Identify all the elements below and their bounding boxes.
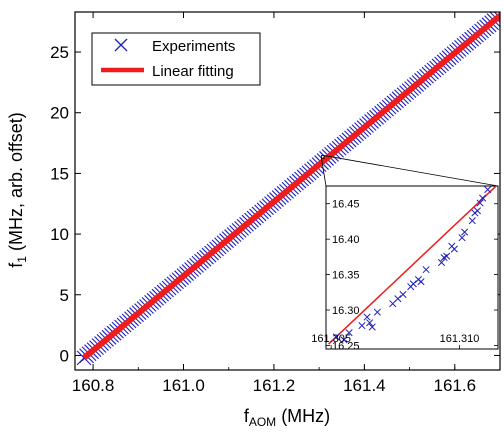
- y-tick-label: 15: [50, 164, 69, 183]
- y-tick-label: 20: [50, 104, 69, 123]
- inset-x-tick-label: 161.310: [440, 333, 480, 345]
- main-plot: 160.8 161.0 161.2 161.4 161.6 0 5 10 15 20 25: [50, 11, 501, 395]
- inset-experiment-marker: [484, 186, 492, 194]
- inset-experiment-marker: [394, 295, 402, 303]
- inset-experiment-marker: [368, 323, 376, 331]
- legend-label-linear-fitting: Linear fitting: [152, 63, 234, 80]
- inset-ticks: 161.305 161.310 16.25 16.30 16.35 16.40 16.45: [311, 199, 498, 352]
- inset-y-tick-label: 16.35: [332, 270, 360, 282]
- main-ticks: 160.8 161.0 161.2 161.4 161.6 0 5 10 15 20 25: [50, 12, 501, 395]
- main-frame: [74, 11, 501, 371]
- x-tick-label: 160.8: [72, 376, 115, 395]
- inset-experiment-marker: [458, 234, 466, 242]
- inset-y-tick-label: 16.45: [332, 199, 360, 211]
- y-tick-label: 0: [60, 346, 69, 365]
- inset-frame: [325, 185, 499, 350]
- inset-experiment-marker: [461, 228, 469, 236]
- inset-experiment-marker: [363, 313, 371, 321]
- inset-experiment-marker: [476, 199, 484, 207]
- legend-item-experiments: Experiments: [114, 38, 235, 55]
- inset-x-tick-label: 161.305: [311, 333, 351, 345]
- inset-experiment-marker: [468, 217, 476, 225]
- inset-experiment-marker: [345, 329, 353, 337]
- inset-experiment-marker: [437, 258, 446, 267]
- inset-experiment-marker: [340, 336, 348, 344]
- inset-y-tick-label: 16.25: [332, 340, 360, 352]
- zoom-connector-left: [321, 158, 327, 187]
- fit-line: [82, 12, 500, 361]
- inset-experiment-marker: [409, 280, 417, 288]
- inset-y-tick-label: 16.40: [332, 234, 360, 246]
- inset-experiment-marker: [443, 252, 451, 260]
- inset-plot: 161.305 161.310 16.25 16.30 16.35 16.40 16.45: [311, 185, 499, 352]
- inset-experiment-marker: [399, 290, 407, 298]
- legend-box: [91, 32, 261, 86]
- y-tick-label: 5: [60, 286, 69, 305]
- x-tick-label: 161.4: [343, 376, 386, 395]
- inset-experiment-marker: [422, 266, 430, 274]
- zoom-box: [321, 155, 325, 159]
- inset-y-tick-label: 16.30: [332, 305, 360, 317]
- x-tick-label: 161.0: [162, 376, 205, 395]
- y-axis-title: f1 (MHz, arb. offset): [6, 112, 29, 267]
- inset-experiment-marker: [479, 194, 487, 202]
- inset-background: [326, 186, 498, 349]
- legend-marker-x-icon: [114, 38, 128, 52]
- x-tick-label: 161.6: [434, 376, 477, 395]
- inset-experiment-marker: [332, 333, 340, 341]
- inset-experiment-marker: [366, 319, 374, 327]
- legend-item-linear-fitting: Linear fitting: [101, 63, 234, 80]
- inset-plot-area: [328, 186, 496, 345]
- x-axis-title: fAOM (MHz): [244, 406, 330, 429]
- legend: Experiments Linear fitting: [91, 32, 261, 86]
- inset-experiment-marker: [417, 278, 425, 286]
- inset-experiment-marker: [373, 308, 381, 316]
- zoom-connector-right: [324, 155, 499, 187]
- inset-experiment-marker: [358, 322, 366, 330]
- inset-experiment-marker: [473, 207, 482, 215]
- y-tick-label: 25: [50, 43, 69, 62]
- zoom-indicator: [321, 155, 499, 187]
- inset-fit-line: [328, 186, 496, 345]
- inset-experiment-marker: [450, 245, 458, 253]
- legend-label-experiments: Experiments: [152, 38, 235, 55]
- x-tick-label: 161.2: [253, 376, 296, 395]
- main-plot-area: [76, 12, 500, 366]
- y-tick-label: 10: [50, 225, 69, 244]
